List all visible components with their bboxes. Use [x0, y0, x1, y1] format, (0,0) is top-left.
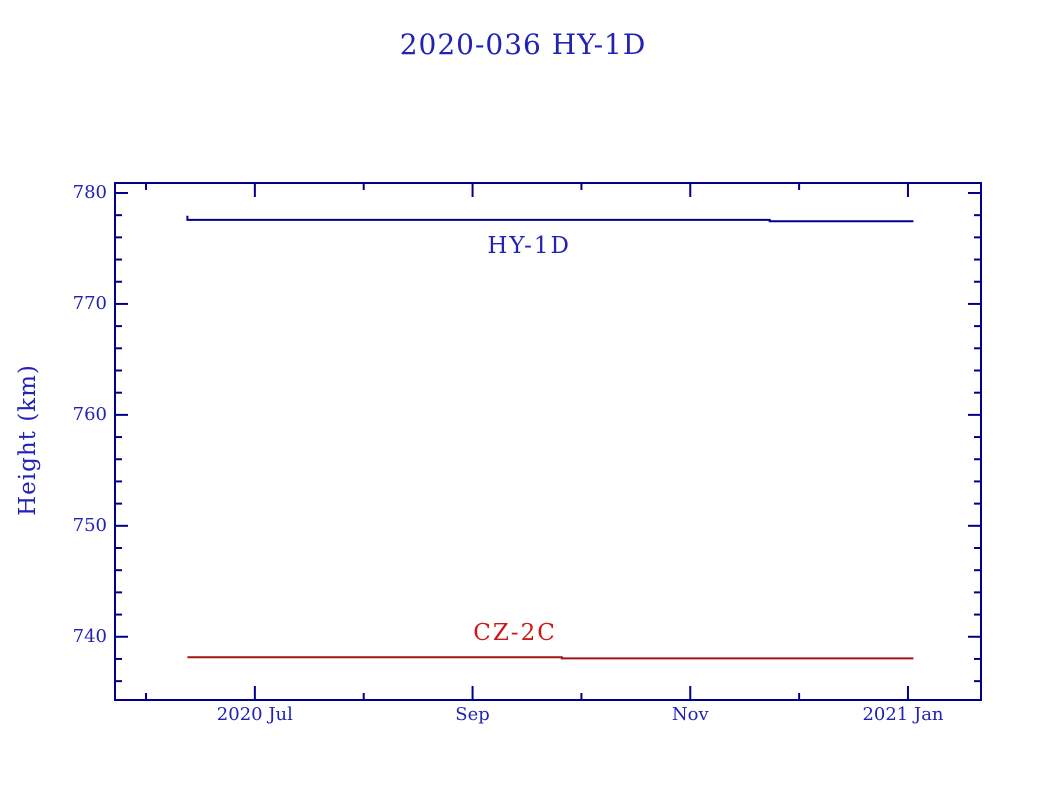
- plot-frame: [114, 182, 982, 701]
- x-tick-label: 2021 Jan: [862, 704, 944, 725]
- y-tick-label: 770: [72, 292, 107, 314]
- chart-title: 2020-036 HY-1D: [399, 28, 647, 61]
- x-tick-label: Sep: [455, 704, 490, 725]
- series-line-hy1d: [186, 215, 914, 223]
- y-tick-label: 760: [72, 403, 107, 425]
- series-line-cz2c: [187, 656, 914, 660]
- y-tick-label: 780: [72, 181, 107, 203]
- x-tick-label: Nov: [671, 704, 709, 725]
- x-tick-label: 2020 Jul: [216, 704, 293, 725]
- y-tick-label: 740: [72, 625, 107, 647]
- series-label-hy1d: HY-1D: [487, 233, 571, 260]
- y-tick-label: 750: [72, 514, 107, 536]
- series-label-cz2c: CZ-2C: [473, 620, 557, 647]
